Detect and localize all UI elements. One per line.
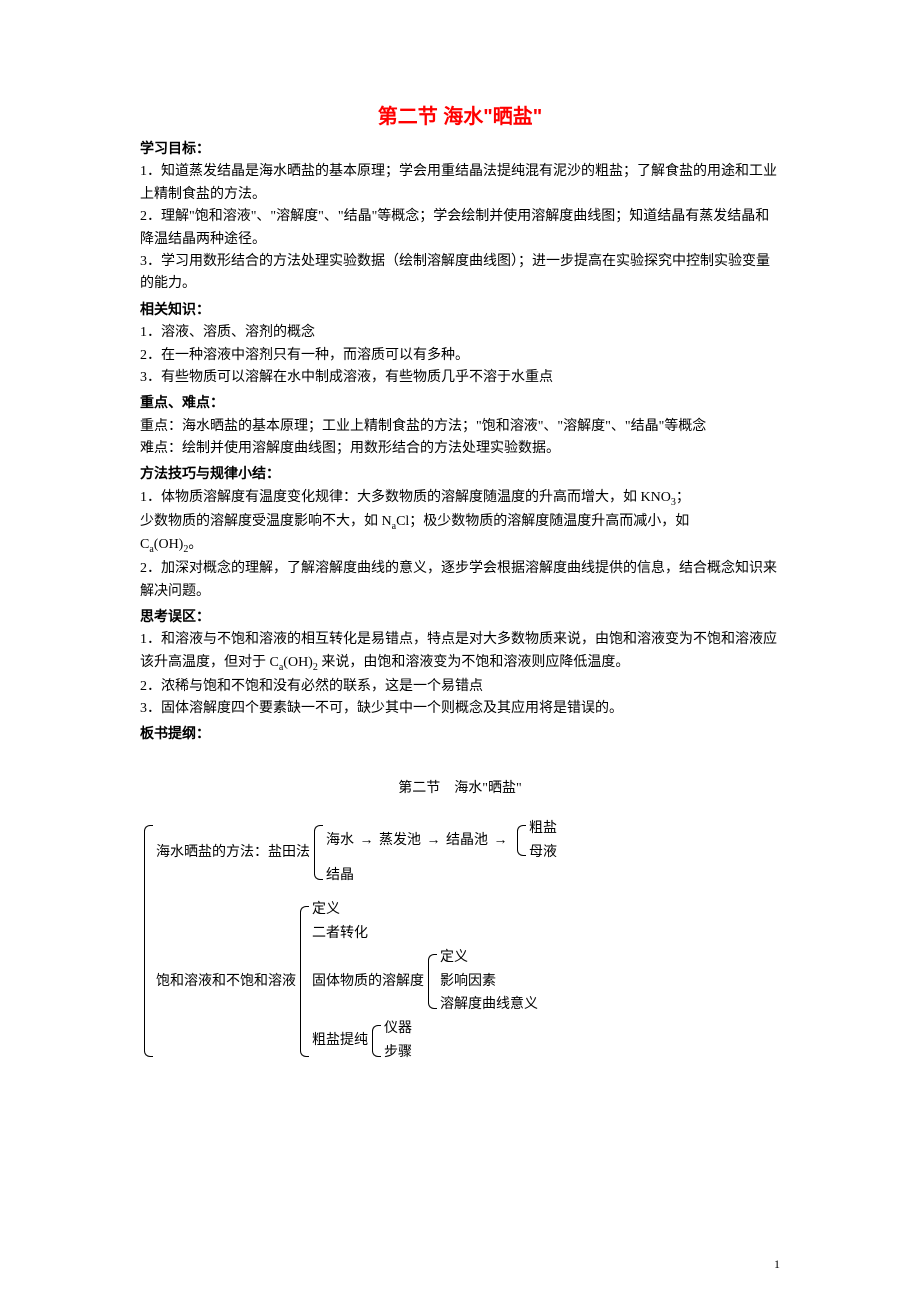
heading-related: 相关知识： [140,300,780,322]
kd-2: 难点：绘制并使用溶解度曲线图；用数形结合的方法处理实验数据。 [140,438,780,460]
method-2: 2．加深对概念的理解，了解溶解度曲线的意义，逐步学会根据溶解度曲线提供的信息，结… [140,558,780,603]
label-solubility: 固体物质的溶解度 [312,946,424,1017]
goal-3: 3．学习用数形结合的方法处理实验数据（绘制溶解度曲线图）；进一步提高在实验探究中… [140,251,780,296]
flow-line: 海水 → 蒸发池 → 结晶池 → 粗盐 [326,817,557,865]
group-saltmethod: 海水晒盐的方法：盐田法 海水 → 蒸发池 → 结晶池 → [156,817,557,888]
brace-outer [140,817,152,1065]
g2-a: 定义 [312,898,538,922]
goal-2: 2．理解"饱和溶液"、"溶解度"、"结晶"等概念；学会绘制并使用溶解度曲线图；知… [140,206,780,251]
g2-d-1: 仪器 [384,1017,412,1041]
flow-d2: 母液 [529,841,557,865]
method-1c-tail: 。 [188,537,202,552]
group-saturated: 饱和溶液和不饱和溶液 定义 二者转化 固体物质的溶解度 定 [156,898,557,1065]
diagram-title: 第二节 海水"晒盐" [140,777,780,797]
goal-1: 1．知道蒸发结晶是海水晒盐的基本原理；学会用重结晶法提纯混有泥沙的粗盐；了解食盐… [140,161,780,206]
flow-c: 结晶池 [446,833,488,848]
group-purify: 粗盐提纯 仪器 步骤 [312,1017,538,1065]
g2-b: 二者转化 [312,922,538,946]
brace-saltmethod [310,817,322,888]
flow-sub: 结晶 [326,864,557,888]
g2-c-2: 影响因素 [440,970,538,994]
heading-errors: 思考误区： [140,607,780,629]
g2-c-3: 溶解度曲线意义 [440,993,538,1017]
heading-key-difficult: 重点、难点： [140,393,780,415]
err-1-tail: 来说，由饱和溶液变为不饱和溶液则应降低温度。 [318,655,630,670]
label-saltmethod: 海水晒盐的方法：盐田法 [156,817,310,888]
method-1c-pre: C [140,537,149,552]
flow-a: 海水 [326,833,354,848]
flow-d1: 粗盐 [529,817,557,841]
err-3: 3．固体溶解度四个要素缺一不可，缺少其中一个则概念及其应用将是错误的。 [140,698,780,720]
g2-c-1: 定义 [440,946,538,970]
arrow-icon: → [492,833,510,848]
heading-goals: 学习目标： [140,139,780,161]
kd-1: 重点：海水晒盐的基本原理；工业上精制食盐的方法；"饱和溶液"、"溶解度"、"结晶… [140,416,780,438]
method-1: 1．体物质溶解度有温度变化规律：大多数物质的溶解度随温度的升高而增大，如 KNO… [140,487,780,511]
method-1b: 少数物质的溶解度受温度影响不大，如 NaCl；极少数物质的溶解度随温度升高而减小… [140,511,780,535]
heading-methods: 方法技巧与规律小结： [140,464,780,486]
label-purify: 粗盐提纯 [312,1017,368,1065]
page: 第二节 海水"晒盐" 学习目标： 1．知道蒸发结晶是海水晒盐的基本原理；学会用重… [0,0,920,1302]
err-1: 1．和溶液与不饱和溶液的相互转化是易错点，特点是对大多数物质来说，由饱和溶液变为… [140,629,780,675]
brace-products [513,817,525,865]
err-1-mid: (OH) [283,655,313,670]
related-1: 1．溶液、溶质、溶剂的概念 [140,322,780,344]
related-2: 2．在一种溶液中溶剂只有一种，而溶质可以有多种。 [140,345,780,367]
arrow-icon: → [358,833,376,848]
outline-diagram: 海水晒盐的方法：盐田法 海水 → 蒸发池 → 结晶池 → [140,817,780,1065]
page-title: 第二节 海水"晒盐" [140,100,780,129]
flow-b: 蒸发池 [379,833,421,848]
page-number: 1 [774,1257,780,1272]
heading-board: 板书提纲： [140,724,780,746]
label-saturated: 饱和溶液和不饱和溶液 [156,898,296,1065]
brace-purify [368,1017,380,1065]
method-1b-pre: 少数物质的溶解度受温度影响不大，如 N [140,514,392,529]
method-1b-mid: Cl；极少数物质的溶解度随温度升高而减小，如 [396,514,689,529]
related-3: 3．有些物质可以溶解在水中制成溶液，有些物质几乎不溶于水重点 [140,367,780,389]
err-2: 2．浓稀与饱和不饱和没有必然的联系，这是一个易错点 [140,676,780,698]
method-1c: Ca(OH)2。 [140,534,780,558]
group-solubility: 固体物质的溶解度 定义 影响因素 溶解度曲线意义 [312,946,538,1017]
method-1c-mid: (OH) [154,537,184,552]
brace-saturated [296,898,308,1065]
method-1a-tail: ； [676,490,690,505]
arrow-icon: → [425,833,443,848]
brace-solubility [424,946,436,1017]
g2-d-2: 步骤 [384,1041,412,1065]
method-1a: 1．体物质溶解度有温度变化规律：大多数物质的溶解度随温度的升高而增大，如 KNO [140,490,671,505]
